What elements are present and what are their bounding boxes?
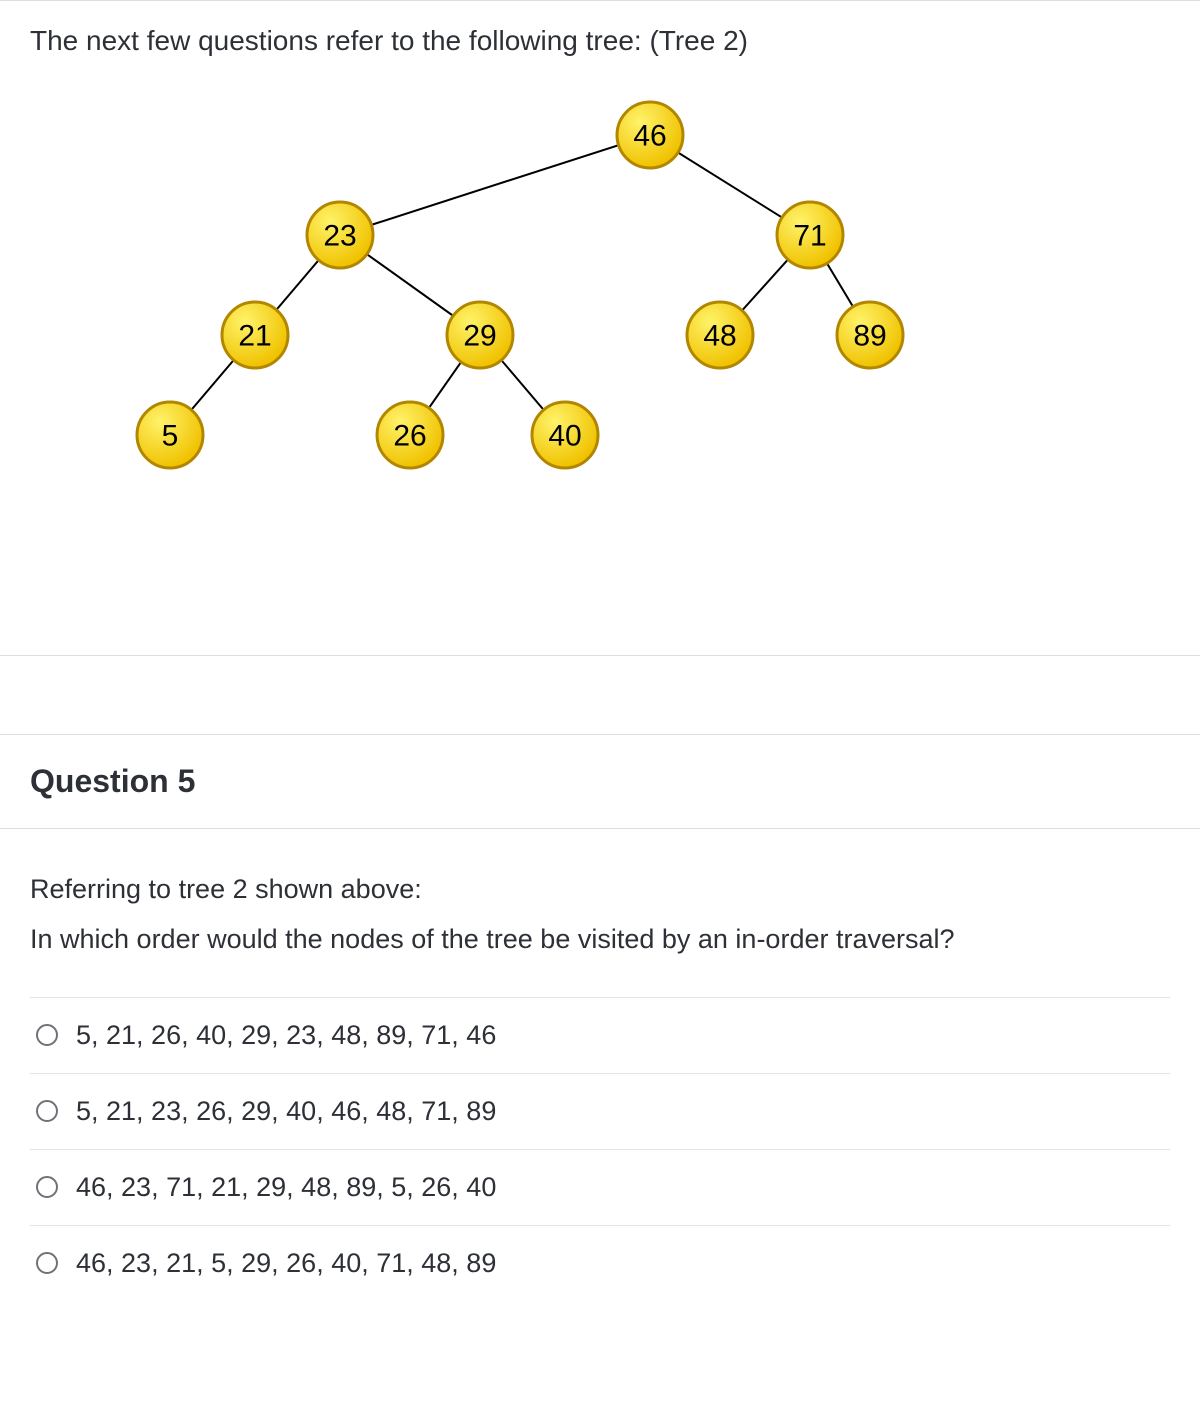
tree-node-label: 21 bbox=[238, 320, 271, 353]
answer-option-label: 5, 21, 26, 40, 29, 23, 48, 89, 71, 46 bbox=[76, 1020, 496, 1051]
section-gap bbox=[0, 655, 1200, 735]
tree-node: 71 bbox=[777, 202, 843, 268]
radio-icon[interactable] bbox=[36, 1252, 58, 1274]
tree-node: 89 bbox=[837, 302, 903, 368]
answer-option-label: 46, 23, 71, 21, 29, 48, 89, 5, 26, 40 bbox=[76, 1172, 496, 1203]
tree-node-label: 29 bbox=[463, 320, 496, 353]
tree-node: 46 bbox=[617, 102, 683, 168]
answer-option[interactable]: 5, 21, 23, 26, 29, 40, 46, 48, 71, 89 bbox=[30, 1073, 1170, 1149]
tree-svg: 46 23 71 21 29 48 89 5 26 40 bbox=[30, 75, 930, 495]
tree-node-label: 40 bbox=[548, 420, 581, 453]
radio-icon[interactable] bbox=[36, 1024, 58, 1046]
answer-option[interactable]: 5, 21, 26, 40, 29, 23, 48, 89, 71, 46 bbox=[30, 997, 1170, 1073]
question-prompt-2: In which order would the nodes of the tr… bbox=[30, 919, 1170, 961]
options-list: 5, 21, 26, 40, 29, 23, 48, 89, 71, 46 5, … bbox=[30, 997, 1170, 1301]
tree-node-label: 48 bbox=[703, 320, 736, 353]
question-prompt-1: Referring to tree 2 shown above: bbox=[30, 869, 1170, 911]
radio-icon[interactable] bbox=[36, 1176, 58, 1198]
answer-option[interactable]: 46, 23, 71, 21, 29, 48, 89, 5, 26, 40 bbox=[30, 1149, 1170, 1225]
answer-option[interactable]: 46, 23, 21, 5, 29, 26, 40, 71, 48, 89 bbox=[30, 1225, 1170, 1301]
tree-node: 5 bbox=[137, 402, 203, 468]
tree-node-label: 5 bbox=[162, 420, 179, 453]
tree-node: 21 bbox=[222, 302, 288, 368]
tree-node-label: 26 bbox=[393, 420, 426, 453]
tree-diagram: 46 23 71 21 29 48 89 5 26 40 bbox=[0, 65, 1200, 655]
tree-node-label: 89 bbox=[853, 320, 886, 353]
answer-option-label: 46, 23, 21, 5, 29, 26, 40, 71, 48, 89 bbox=[76, 1248, 496, 1279]
tree-node: 40 bbox=[532, 402, 598, 468]
answer-option-label: 5, 21, 23, 26, 29, 40, 46, 48, 71, 89 bbox=[76, 1096, 496, 1127]
tree-node: 26 bbox=[377, 402, 443, 468]
intro-text: The next few questions refer to the foll… bbox=[0, 1, 1200, 65]
question-title: Question 5 bbox=[0, 735, 1200, 829]
tree-edge bbox=[340, 135, 650, 235]
tree-node: 23 bbox=[307, 202, 373, 268]
tree-node-label: 46 bbox=[633, 120, 666, 153]
tree-node-label: 23 bbox=[323, 220, 356, 253]
tree-node: 29 bbox=[447, 302, 513, 368]
radio-icon[interactable] bbox=[36, 1100, 58, 1122]
tree-node: 48 bbox=[687, 302, 753, 368]
tree-node-label: 71 bbox=[793, 220, 826, 253]
